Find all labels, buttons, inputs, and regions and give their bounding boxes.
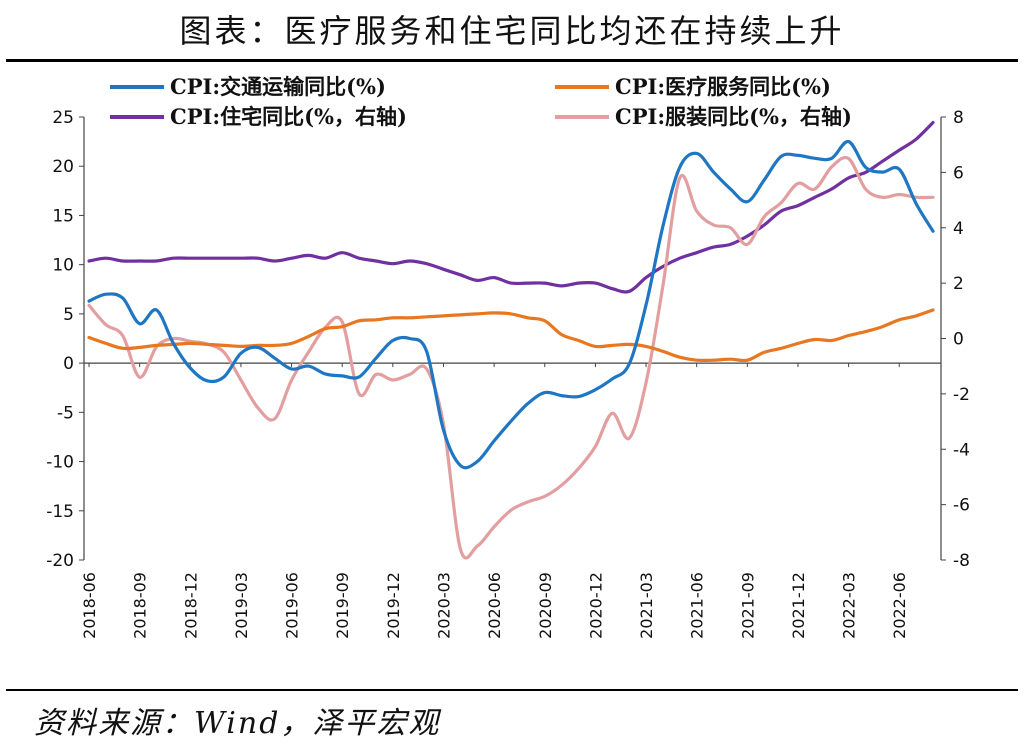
left-tick-label: -20 — [46, 551, 74, 571]
legend-label-0: CPI:交通运输同比(%) — [170, 74, 386, 99]
x-tick-label: 2018-06 — [80, 572, 99, 639]
x-tick-label: 2022-03 — [840, 572, 859, 639]
right-tick-label: -4 — [953, 440, 970, 460]
x-tick-label: 2018-09 — [131, 572, 150, 639]
left-tick-label: -15 — [46, 502, 74, 522]
x-tick-label: 2019-09 — [333, 572, 352, 639]
right-tick-label: 4 — [953, 219, 964, 239]
axes: 2520151050-5-10-15-2086420-2-4-6-82018-0… — [46, 108, 970, 639]
left-tick-label: 15 — [52, 206, 74, 226]
x-tick-label: 2021-12 — [789, 572, 808, 639]
left-tick-label: 25 — [52, 108, 74, 128]
series-line-0 — [87, 140, 935, 470]
bottom-rule — [6, 689, 1018, 691]
series-line-3 — [87, 155, 935, 560]
x-tick-label: 2019-03 — [232, 572, 251, 639]
right-tick-label: 6 — [953, 163, 964, 183]
x-tick-label: 2021-09 — [738, 572, 757, 639]
left-tick-label: 10 — [52, 256, 74, 276]
right-tick-label: 8 — [953, 108, 964, 128]
series-line-2 — [87, 120, 935, 294]
x-tick-label: 2021-03 — [637, 572, 656, 639]
left-tick-label: 20 — [52, 157, 74, 177]
right-tick-label: 0 — [953, 330, 964, 350]
series-line-1 — [87, 308, 935, 363]
left-tick-label: -10 — [46, 453, 74, 473]
source-note: 资料来源：Wind，泽平宏观 — [34, 706, 441, 741]
top-rule — [6, 59, 1018, 62]
right-tick-label: -6 — [953, 496, 970, 516]
left-tick-label: 5 — [63, 305, 74, 325]
x-tick-label: 2020-09 — [536, 572, 555, 639]
x-tick-label: 2021-06 — [688, 572, 707, 639]
legend-label-3: CPI:服装同比(%，右轴) — [615, 104, 852, 129]
series-lines — [87, 120, 935, 560]
x-tick-label: 2018-12 — [181, 572, 200, 639]
left-tick-label: 0 — [63, 354, 74, 374]
x-tick-label: 2019-06 — [283, 572, 302, 639]
right-tick-label: -2 — [953, 385, 970, 405]
x-tick-label: 2019-12 — [384, 572, 403, 639]
x-tick-label: 2020-03 — [434, 572, 453, 639]
right-tick-label: -8 — [953, 551, 970, 571]
chart-title: 图表：医疗服务和住宅同比均还在持续上升 — [179, 12, 845, 50]
legend-label-1: CPI:医疗服务同比(%) — [615, 74, 831, 99]
legend: CPI:交通运输同比(%) CPI:医疗服务同比(%) CPI:住宅同比(%，右轴)… — [110, 74, 852, 129]
right-tick-label: 2 — [953, 274, 964, 294]
chart-svg: 2520151050-5-10-15-2086420-2-4-6-82018-0… — [46, 74, 970, 639]
legend-label-2: CPI:住宅同比(%，右轴) — [170, 104, 407, 129]
x-tick-label: 2020-12 — [586, 572, 605, 639]
left-tick-label: -5 — [57, 403, 74, 423]
x-tick-label: 2022-06 — [890, 572, 909, 639]
x-tick-label: 2020-06 — [485, 572, 504, 639]
